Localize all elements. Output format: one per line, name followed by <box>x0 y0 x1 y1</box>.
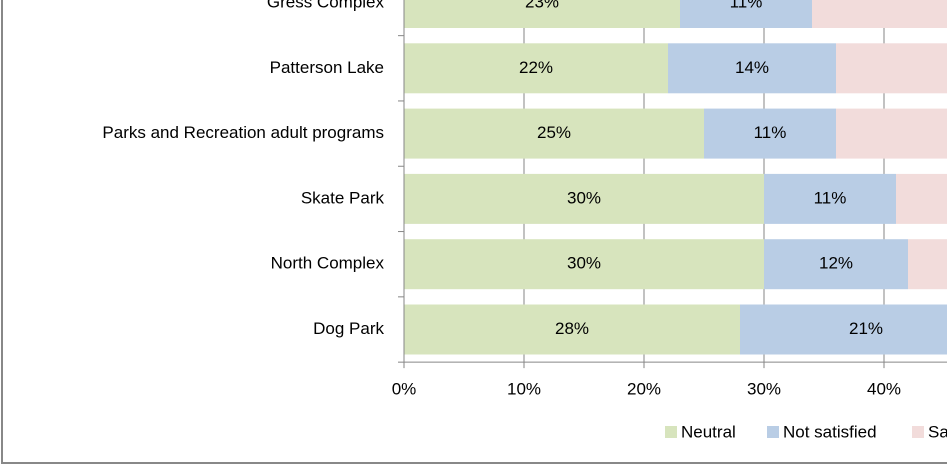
data-label: 21% <box>849 319 883 338</box>
legend-swatch <box>767 426 779 438</box>
data-label: 30% <box>567 188 601 207</box>
bar-segment <box>908 239 947 290</box>
x-tick-label: 40% <box>867 380 901 399</box>
bar-segment <box>836 43 947 94</box>
bar-segment <box>812 0 947 28</box>
y-tick-label: Dog Park <box>313 319 384 338</box>
x-tick-label: 10% <box>507 380 541 399</box>
bar-segment <box>764 173 896 224</box>
x-tick-label: 0% <box>392 380 417 399</box>
data-label: 11% <box>754 123 787 142</box>
data-label: 28% <box>555 319 589 338</box>
data-label: 12% <box>819 254 853 273</box>
legend-label: Not satisfied <box>783 422 877 441</box>
legend-swatch <box>665 426 677 438</box>
data-label: 30% <box>567 254 601 273</box>
y-tick-label: North Complex <box>271 254 385 273</box>
data-label: 11% <box>814 188 847 207</box>
y-tick-label: Parks and Recreation adult programs <box>102 123 384 142</box>
y-tick-label: Gress Complex <box>267 0 385 11</box>
bar-segment <box>896 173 947 224</box>
bar-segment <box>404 0 680 28</box>
bar-segment <box>404 43 668 94</box>
data-label: 23% <box>525 0 559 11</box>
bar-segment <box>740 304 947 355</box>
x-tick-label: 30% <box>747 380 781 399</box>
legend-label: Neutral <box>681 422 736 441</box>
bar-segment <box>404 173 764 224</box>
bar-segment <box>404 304 740 355</box>
data-label: 25% <box>537 123 571 142</box>
bar-segment <box>668 43 836 94</box>
y-tick-label: Skate Park <box>301 188 385 207</box>
legend-swatch <box>912 426 924 438</box>
legend-label: Satisfied <box>928 422 947 441</box>
data-label: 22% <box>519 58 553 77</box>
data-label: 11% <box>730 0 763 11</box>
y-tick-label: Patterson Lake <box>270 58 384 77</box>
x-tick-label: 20% <box>627 380 661 399</box>
bar-segment <box>404 108 704 159</box>
data-label: 14% <box>735 58 769 77</box>
bar-segment <box>404 239 764 290</box>
bar-segment <box>680 0 812 28</box>
bar-segment <box>704 108 836 159</box>
bar-segment <box>764 239 908 290</box>
bar-segment <box>836 108 947 159</box>
